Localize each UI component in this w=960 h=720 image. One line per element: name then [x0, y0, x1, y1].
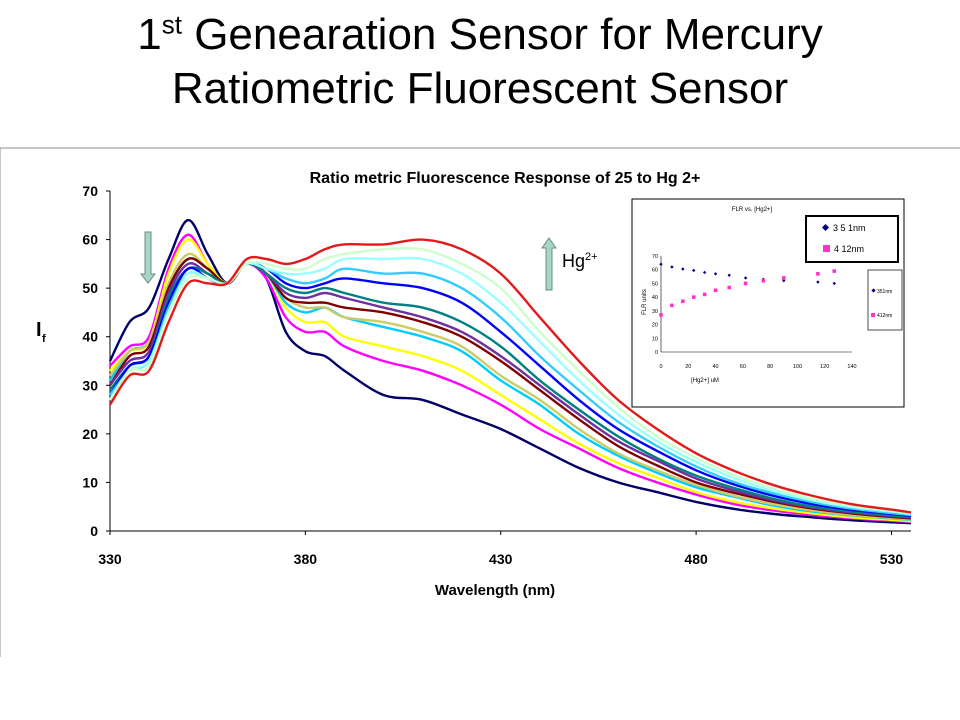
main-y-tick-label: 70: [82, 183, 98, 199]
main-x-axis-label: Wavelength (nm): [435, 582, 555, 599]
inset-y-tick-label: 30: [652, 309, 658, 315]
hg-label-text: Hg: [562, 251, 585, 271]
inset-y-tick-label: 0: [655, 350, 658, 356]
inset-y-tick-label: 10: [652, 336, 658, 342]
main-y-tick-label: 20: [82, 426, 98, 442]
inset-x-tick-label: 60: [740, 364, 746, 370]
inset-point-412nm: [692, 295, 696, 299]
legend-351-label: 3 5 1nm: [833, 223, 866, 233]
hg-label: Hg2+: [562, 251, 598, 271]
main-y-tick-label: 50: [82, 280, 98, 296]
side-legend-351-label: 351nm: [877, 289, 892, 295]
inset-y-tick-label: 60: [652, 268, 658, 274]
inset-x-tick-label: 120: [820, 364, 829, 370]
up-arrow-icon: [542, 238, 556, 290]
inset-x-tick-label: 0: [659, 364, 662, 370]
inset-point-412nm: [762, 279, 766, 283]
inset-side-legend: 351nm 412nm: [868, 270, 902, 330]
main-y-tick-label: 0: [90, 523, 98, 539]
inset-y-tick-label: 20: [652, 323, 658, 329]
inset-point-412nm: [744, 282, 748, 286]
slide-title: 1st Genearation Sensor for Mercury Ratio…: [0, 8, 960, 116]
main-x-tick-label: 380: [294, 551, 318, 567]
main-x-tick-label: 530: [880, 551, 904, 567]
main-x-tick-label: 330: [98, 551, 122, 567]
inset-point-412nm: [703, 293, 707, 297]
chart-area: Ratio metric Fluorescence Response of 25…: [0, 147, 960, 657]
legend-412-marker: [823, 245, 830, 252]
inset-x-tick-label: 100: [793, 364, 802, 370]
side-legend-412-label: 412nm: [877, 313, 892, 319]
main-y-axis-label-sub: f: [42, 333, 46, 345]
inset-title: FLR vs. [Hg2+]: [732, 207, 773, 213]
inset-point-412nm: [727, 286, 731, 290]
title-line-2: Ratiometric Fluorescent Sensor: [172, 64, 788, 113]
inset-y-tick-label: 70: [652, 254, 658, 260]
title-ordinal-suffix: st: [162, 9, 182, 39]
side-legend-412-marker: [871, 313, 875, 317]
title-line-1: 1st Genearation Sensor for Mercury: [137, 10, 822, 59]
main-y-axis-label: I f: [36, 319, 46, 345]
inset-point-412nm: [816, 272, 820, 276]
title-line-1-text: Genearation Sensor for Mercury: [182, 10, 823, 59]
inset-side-legend-box: [868, 270, 902, 330]
main-y-tick-label: 40: [82, 329, 98, 345]
inset-point-412nm: [832, 269, 836, 273]
inset-x-tick-label: 20: [685, 364, 691, 370]
main-y-axis-label-main: I: [36, 319, 42, 341]
inset-point-412nm: [714, 288, 718, 292]
inset-x-tick-label: 40: [713, 364, 719, 370]
main-x-tick-label: 480: [684, 551, 708, 567]
inset-x-tick-label: 80: [767, 364, 773, 370]
main-y-tick-label: 30: [82, 377, 98, 393]
inset-point-412nm: [670, 304, 674, 308]
down-arrow: [141, 232, 155, 283]
main-chart-title: Ratio metric Fluorescence Response of 25…: [310, 170, 701, 187]
legend-412-label: 4 12nm: [834, 244, 864, 254]
chart-svg: Ratio metric Fluorescence Response of 25…: [0, 147, 960, 657]
inset-y-tick-label: 40: [652, 295, 658, 301]
up-arrow: [542, 238, 556, 290]
main-y-tick-label: 10: [82, 474, 98, 490]
main-y-tick-label: 60: [82, 232, 98, 248]
inset-point-412nm: [659, 313, 663, 317]
inset-y-tick-label: 50: [652, 281, 658, 287]
main-x-tick-label: 430: [489, 551, 513, 567]
inset-point-412nm: [782, 276, 786, 280]
inset-point-412nm: [681, 299, 685, 303]
inset-x-tick-label: 140: [847, 364, 856, 370]
title-ordinal-number: 1: [137, 10, 161, 59]
hg-label-charge: 2+: [585, 251, 598, 263]
inset-x-axis-label: [Hg2+] uM: [691, 378, 719, 384]
down-arrow-icon: [141, 232, 155, 283]
inset-y-axis-label: FLR units: [642, 289, 648, 315]
inset-chart: FLR vs. [Hg2+] [Hg2+] uM FLR units 0 10 20…: [632, 199, 904, 407]
